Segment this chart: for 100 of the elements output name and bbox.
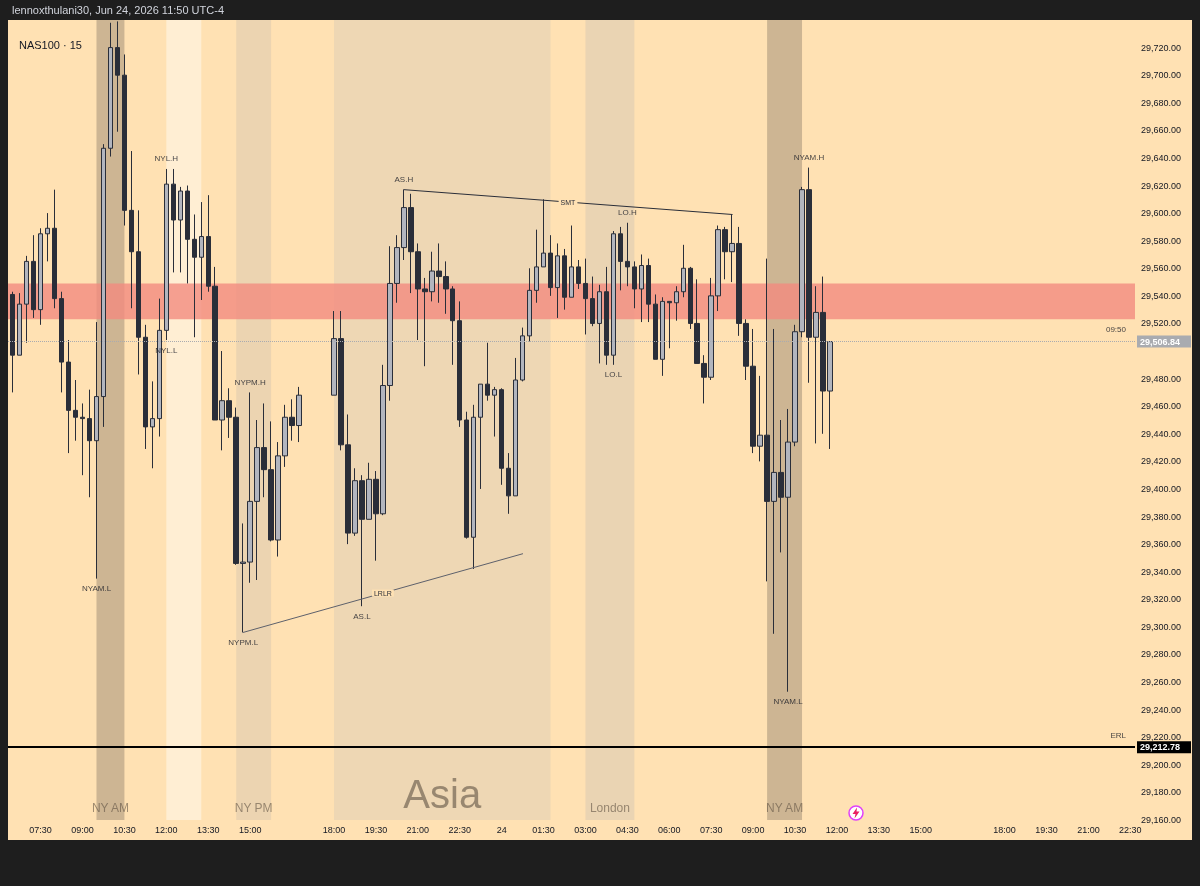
candlestick xyxy=(150,380,155,469)
y-tick-label: 29,600.00 xyxy=(1141,208,1182,219)
x-tick-label: 10:30 xyxy=(783,824,807,835)
y-tick-label: 29,660.00 xyxy=(1141,125,1182,136)
candlestick xyxy=(471,404,476,570)
candlestick xyxy=(45,212,50,262)
y-tick-label: 29,340.00 xyxy=(1141,566,1182,577)
x-tick-label: 09:00 xyxy=(71,824,94,835)
y-tick-label: 29,680.00 xyxy=(1141,97,1182,108)
x-tick-label: 01:30 xyxy=(532,824,555,835)
candlestick xyxy=(38,227,43,326)
x-tick-label: 13:30 xyxy=(867,824,891,835)
y-tick-label: 29,360.00 xyxy=(1141,539,1182,550)
y-tick-label: 29,400.00 xyxy=(1141,483,1182,494)
annotation: NYPM.L xyxy=(228,637,259,647)
candlestick xyxy=(164,168,169,341)
y-tick-label: 29,720.00 xyxy=(1141,42,1182,53)
y-tick-label: 29,160.00 xyxy=(1141,815,1182,825)
annotation: AS.H xyxy=(394,175,414,185)
x-tick-label: 09:00 xyxy=(741,824,765,835)
candlestick xyxy=(17,292,22,356)
band-label: London xyxy=(589,801,630,815)
candlestick xyxy=(171,168,176,273)
candlestick xyxy=(457,300,462,428)
candlestick xyxy=(646,258,651,323)
y-tick-label: 29,440.00 xyxy=(1141,428,1182,439)
candlestick xyxy=(555,242,560,319)
candlestick xyxy=(80,402,85,476)
y-tick-label: 29,240.00 xyxy=(1141,704,1182,715)
y-tick-label: 29,700.00 xyxy=(1141,70,1182,81)
candlestick xyxy=(129,150,134,309)
annotation: NYPM.H xyxy=(234,377,266,387)
band-label: NY PM xyxy=(234,801,273,815)
y-tick-label: 29,580.00 xyxy=(1141,235,1182,246)
candlestick xyxy=(143,324,148,450)
y-tick-label: 29,320.00 xyxy=(1141,594,1182,605)
candlestick xyxy=(639,253,644,323)
candlestick xyxy=(199,201,204,301)
candlestick xyxy=(534,229,539,304)
candlestick xyxy=(583,258,588,335)
x-tick-label: 21:00 xyxy=(1077,824,1100,835)
candlestick xyxy=(478,383,483,490)
x-tick-label: 13:30 xyxy=(196,824,220,835)
y-tick-label: 29,520.00 xyxy=(1141,318,1182,329)
candlestick xyxy=(667,300,672,349)
x-tick-label: 06:00 xyxy=(658,824,681,835)
chart-subtitle: lennoxthulani30, Jun 24, 2026 11:50 UTC-4 xyxy=(12,4,224,16)
x-tick-label: 12:00 xyxy=(155,824,178,835)
x-tick-label: 18:00 xyxy=(322,824,346,835)
candlestick xyxy=(513,357,518,497)
candlestick xyxy=(632,260,637,309)
annotation: NYAM.H xyxy=(793,153,825,163)
candlestick xyxy=(59,291,64,393)
candlestick xyxy=(185,185,190,284)
y-tick-label: 29,180.00 xyxy=(1141,787,1182,798)
x-tick-label: 24 xyxy=(496,824,507,835)
y-tick-label: 29,280.00 xyxy=(1141,649,1182,660)
y-tick-label: 29,460.00 xyxy=(1141,401,1182,412)
y-tick-label: 29,380.00 xyxy=(1141,511,1182,522)
candlestick xyxy=(31,234,36,319)
text: NAS100 · 15 xyxy=(19,38,82,51)
candlestick xyxy=(520,327,525,382)
candlestick xyxy=(611,230,616,366)
candlestick xyxy=(548,234,553,297)
candlestick xyxy=(122,53,127,227)
candlestick xyxy=(660,296,665,377)
annotation: LO.H xyxy=(618,208,637,218)
y-tick-label: 29,300.00 xyxy=(1141,621,1182,632)
y-tick-label: 29,620.00 xyxy=(1141,180,1182,191)
y-tick-label: 29,200.00 xyxy=(1141,759,1182,770)
candlestick xyxy=(87,389,92,498)
candlestick xyxy=(576,259,581,290)
band-label: NY AM xyxy=(766,801,804,815)
x-tick-label: 19:30 xyxy=(364,824,388,835)
candlestick xyxy=(597,284,602,364)
annotation: LO.L xyxy=(604,370,623,380)
x-tick-label: 18:00 xyxy=(993,824,1016,835)
candlestick xyxy=(66,339,71,454)
candlestick xyxy=(52,189,57,309)
candlestick xyxy=(618,226,623,291)
y-tick-label: 29,560.00 xyxy=(1141,263,1182,274)
candlestick xyxy=(101,143,106,428)
candlestick xyxy=(625,222,630,287)
candlestick xyxy=(464,411,469,540)
candlestick xyxy=(569,225,574,298)
x-tick-label: 15:00 xyxy=(238,824,262,835)
annotation: NYAM.L xyxy=(81,584,112,594)
candlestick xyxy=(73,379,78,442)
candlestick xyxy=(192,213,197,338)
band-label: Asia xyxy=(403,772,482,816)
x-tick-label: 15:00 xyxy=(909,824,933,835)
x-tick-label: 07:30 xyxy=(699,824,723,835)
candlestick xyxy=(485,342,490,402)
y-tick-label: 29,640.00 xyxy=(1141,152,1182,163)
candlestick xyxy=(115,20,120,133)
y-tick-label: 29,260.00 xyxy=(1141,677,1182,688)
x-tick-label: 03:00 xyxy=(574,824,597,835)
x-tick-label: 04:30 xyxy=(616,824,639,835)
candlestick xyxy=(653,293,658,360)
annotation: NYAM.L xyxy=(773,697,804,707)
